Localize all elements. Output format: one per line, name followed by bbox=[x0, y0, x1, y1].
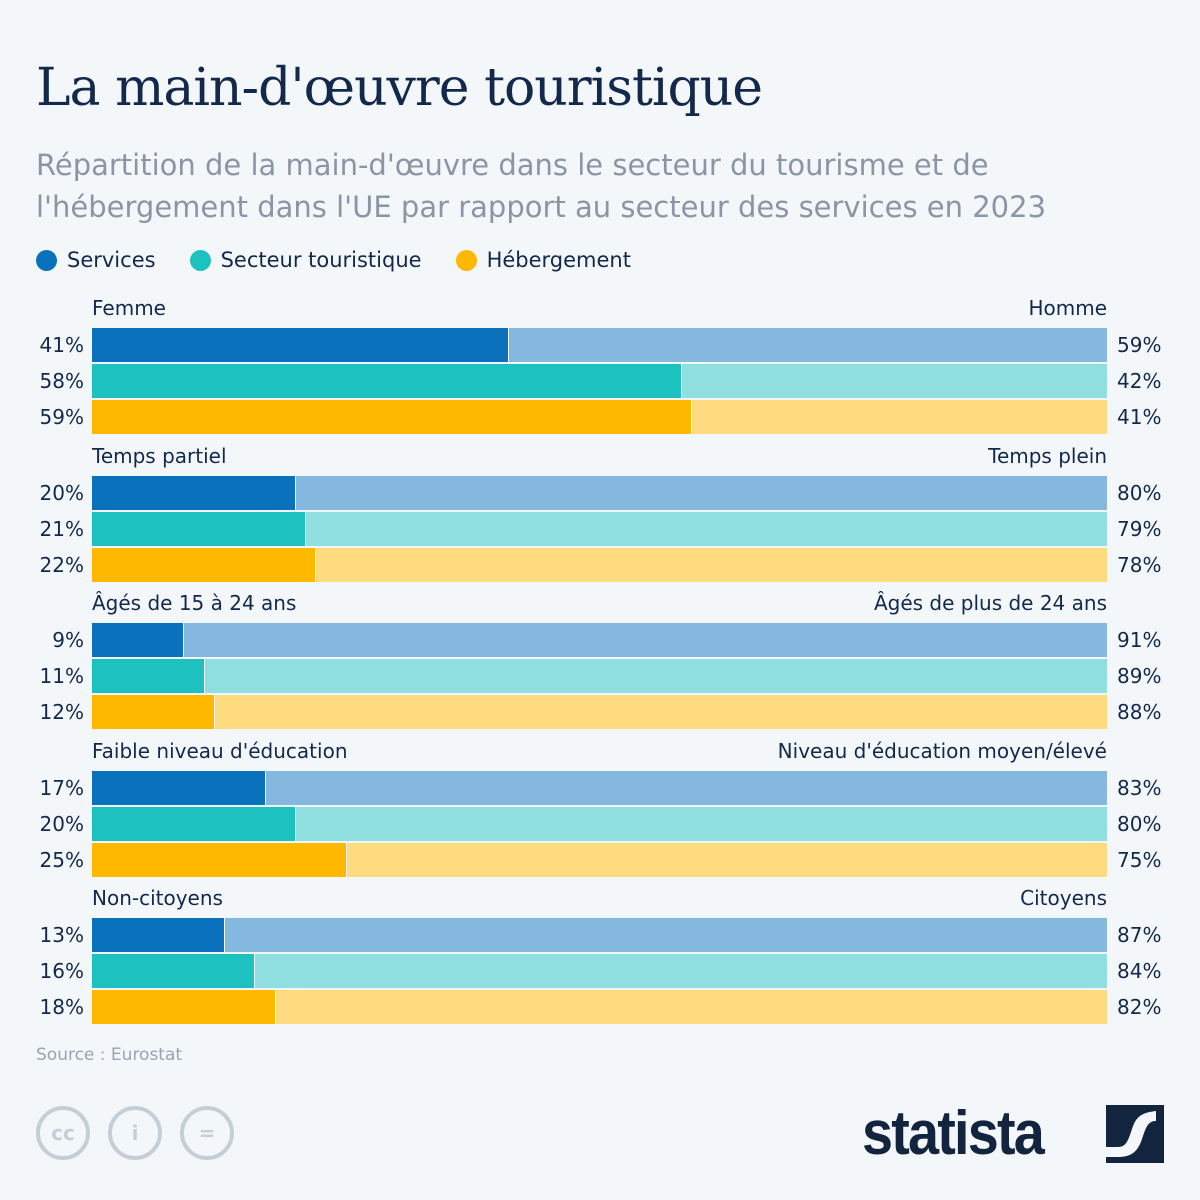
legend-item-accommodation: Hébergement bbox=[455, 248, 631, 272]
bar-left-segment bbox=[92, 918, 224, 952]
group-left-label: Âgés de 15 à 24 ans bbox=[92, 591, 297, 615]
bar-left-segment bbox=[92, 842, 346, 877]
legend-dot bbox=[36, 249, 57, 271]
right-value-label: 59% bbox=[1117, 333, 1162, 357]
group-right-label: Homme bbox=[1028, 296, 1107, 320]
bar-right-segment bbox=[255, 954, 1107, 988]
right-value-label: 89% bbox=[1117, 664, 1162, 688]
left-value-label: 20% bbox=[39, 480, 84, 505]
no-derivatives-icon[interactable]: = bbox=[180, 1106, 234, 1160]
right-value-label: 82% bbox=[1117, 995, 1162, 1019]
left-value-label: 16% bbox=[39, 959, 84, 983]
left-value-label: 22% bbox=[39, 552, 84, 577]
left-value-label: 25% bbox=[39, 847, 84, 872]
left-value-label: 12% bbox=[39, 700, 84, 724]
bar-left-segment bbox=[92, 400, 691, 434]
left-value-label: 17% bbox=[39, 775, 84, 800]
bar-right-segment bbox=[316, 547, 1107, 582]
bar-right-segment bbox=[184, 623, 1107, 657]
group-left-label: Temps partiel bbox=[92, 443, 227, 468]
group-left-label: Femme bbox=[92, 296, 166, 320]
right-value-label: 80% bbox=[1117, 811, 1162, 836]
left-value-label: 21% bbox=[39, 516, 84, 541]
bar-right-segment bbox=[214, 695, 1107, 729]
right-value-label: 83% bbox=[1117, 775, 1162, 800]
left-value-label: 59% bbox=[39, 405, 84, 429]
bar-left-segment bbox=[92, 547, 316, 582]
bar-right-segment bbox=[275, 990, 1107, 1024]
bar-left-segment bbox=[92, 954, 255, 988]
right-value-label: 80% bbox=[1117, 480, 1162, 505]
bar-right-segment bbox=[691, 400, 1107, 434]
source-note: Source : Eurostat bbox=[36, 1045, 183, 1065]
legend-label: Services bbox=[67, 248, 156, 272]
group-right-label: Temps plein bbox=[988, 443, 1107, 468]
legend-dot bbox=[455, 249, 477, 271]
bar-right-segment bbox=[296, 806, 1107, 841]
right-value-label: 42% bbox=[1117, 369, 1162, 393]
bar-right-segment bbox=[346, 842, 1107, 877]
bar-left-segment bbox=[92, 990, 275, 1024]
group-right-label: Âgés de plus de 24 ans bbox=[873, 591, 1107, 615]
left-value-label: 20% bbox=[39, 811, 84, 836]
left-value-label: 9% bbox=[52, 628, 84, 652]
cc-icon[interactable]: cc bbox=[36, 1106, 90, 1160]
right-value-label: 88% bbox=[1117, 700, 1162, 724]
bar-left-segment bbox=[92, 806, 295, 841]
bar-left-segment bbox=[92, 659, 204, 693]
right-value-label: 75% bbox=[1117, 847, 1162, 872]
chart-title: La main-d'œuvre touristique bbox=[36, 58, 763, 118]
bar-left-segment bbox=[92, 623, 184, 657]
bar-right-segment bbox=[204, 659, 1107, 693]
legend: Services Secteur touristique Hébergement bbox=[36, 248, 631, 272]
attribution-icon[interactable]: i bbox=[108, 1106, 162, 1160]
legend-item-services: Services bbox=[36, 248, 156, 272]
right-value-label: 79% bbox=[1117, 516, 1162, 541]
left-value-label: 13% bbox=[39, 923, 84, 947]
right-value-label: 91% bbox=[1117, 628, 1162, 652]
legend-label: Hébergement bbox=[486, 248, 631, 272]
group-right-label: Citoyens bbox=[1020, 886, 1107, 910]
bar-right-segment bbox=[296, 475, 1107, 510]
left-value-label: 58% bbox=[39, 369, 84, 393]
legend-item-tourism: Secteur touristique bbox=[189, 248, 422, 272]
group-left-label: Non-citoyens bbox=[92, 886, 223, 910]
right-value-label: 84% bbox=[1117, 959, 1162, 983]
bar-right-segment bbox=[265, 770, 1107, 805]
bar-left-segment bbox=[92, 770, 265, 805]
right-value-label: 87% bbox=[1117, 923, 1162, 947]
bar-left-segment bbox=[92, 475, 295, 510]
left-value-label: 41% bbox=[39, 333, 84, 357]
left-value-label: 18% bbox=[39, 995, 84, 1019]
bar-right-segment bbox=[509, 328, 1107, 362]
bar-left-segment bbox=[92, 364, 681, 398]
left-value-label: 11% bbox=[39, 664, 84, 688]
bar-left-segment bbox=[92, 695, 214, 729]
group-right-label: Niveau d'éducation moyen/élevé bbox=[777, 738, 1107, 763]
bar-left-segment bbox=[92, 328, 509, 362]
group-left-label: Faible niveau d'éducation bbox=[92, 738, 348, 763]
statista-logo[interactable]: statista bbox=[862, 1099, 1045, 1168]
right-value-label: 41% bbox=[1117, 405, 1162, 429]
right-value-label: 78% bbox=[1117, 552, 1162, 577]
chart-subtitle: Répartition de la main-d'œuvre dans le s… bbox=[36, 148, 1047, 224]
bar-left-segment bbox=[92, 511, 306, 546]
bar-right-segment bbox=[681, 364, 1107, 398]
bar-right-segment bbox=[224, 918, 1107, 952]
legend-label: Secteur touristique bbox=[220, 248, 422, 272]
statista-logo-mark-icon bbox=[1106, 1105, 1164, 1163]
bar-right-segment bbox=[306, 511, 1107, 546]
legend-dot bbox=[189, 249, 211, 271]
